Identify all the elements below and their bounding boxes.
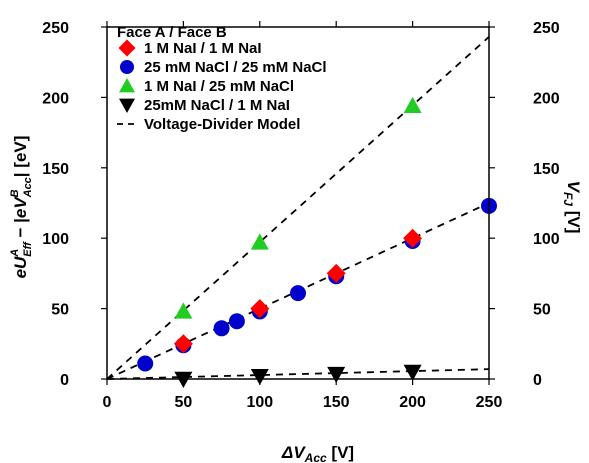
diamond-marker <box>326 263 346 283</box>
legend-title: Face A / Face B <box>117 24 227 41</box>
y-axis-right-label: VFJ [V] <box>561 181 583 234</box>
x-tick-label: 0 <box>103 394 112 411</box>
y-axis-right: 0 50 100 150 200 250 <box>489 20 560 389</box>
y-tick-label-left: 150 <box>42 161 69 178</box>
y-tick-label-right: 200 <box>533 90 560 107</box>
circle-marker <box>213 320 230 337</box>
y-axis-right-label-sub: FJ <box>561 192 575 206</box>
x-tick-label: 50 <box>175 394 193 411</box>
triangle-up-marker <box>403 96 422 114</box>
y-tick-label-left: 250 <box>42 20 69 37</box>
dashed-model-line <box>106 368 490 380</box>
diamond-marker <box>173 334 193 354</box>
diamond-marker <box>118 39 136 57</box>
y-tick-label-right: 50 <box>533 302 551 319</box>
x-axis-label-unit: [V] <box>327 443 354 462</box>
legend-entry-label: Voltage-Divider Model <box>144 116 300 133</box>
x-axis-label: ΔVAcc [V] <box>281 443 354 463</box>
y-axis-left-label: eUAEff − |eVBAcc| [eV] <box>9 136 34 279</box>
legend: Face A / Face B 1 M NaI / 1 M NaI 25 mM N… <box>117 24 327 133</box>
circle-marker <box>290 285 306 302</box>
triangle-down-marker <box>119 98 135 113</box>
x-tick-label: 250 <box>476 394 503 411</box>
triangle-up-marker <box>174 302 193 319</box>
y-tick-label-left: 0 <box>60 372 69 389</box>
triangle-down-marker <box>250 368 269 386</box>
y-tick-label-left: 200 <box>42 90 69 107</box>
diamond-marker <box>403 228 423 248</box>
legend-entry-label: 1 M NaI / 25 mM NaCl <box>144 78 294 95</box>
circle-marker <box>137 355 154 372</box>
y-axis-left: 0 50 100 150 200 250 <box>42 20 107 389</box>
y-tick-label-left: 100 <box>42 231 69 248</box>
y-tick-label-right: 250 <box>533 20 560 37</box>
y-axis-right-label-unit: [V] <box>564 206 583 233</box>
y-tick-label-right: 100 <box>533 231 560 248</box>
triangle-down-marker <box>327 366 346 384</box>
diamond-marker <box>250 299 270 319</box>
legend-entry-label: 25 mM NaCl / 25 mM NaCl <box>144 59 327 76</box>
circle-marker <box>120 60 134 74</box>
x-axis-label-sub: Acc <box>304 451 327 463</box>
circle-marker <box>228 313 245 330</box>
y-tick-label-left: 50 <box>51 302 69 319</box>
x-axis-label-prefix: ΔV <box>281 443 306 462</box>
x-axis: 0 50 100 150 200 250 <box>103 21 503 411</box>
y-axis-right-label-prefix: V <box>564 181 583 194</box>
legend-entry-label: 25mM NaCl / 1 M NaI <box>144 97 290 114</box>
triangle-down-marker <box>403 364 422 381</box>
x-tick-label: 200 <box>399 394 426 411</box>
y-tick-label-right: 0 <box>533 372 542 389</box>
triangle-up-marker <box>250 233 269 250</box>
y-tick-label-right: 150 <box>533 161 560 178</box>
plot-frame <box>106 26 490 380</box>
data-markers <box>137 96 497 388</box>
triangle-up-marker <box>119 78 135 93</box>
x-tick-label: 150 <box>323 394 350 411</box>
legend-entry-label: 1 M NaI / 1 M NaI <box>144 40 262 57</box>
x-tick-label: 100 <box>246 394 273 411</box>
